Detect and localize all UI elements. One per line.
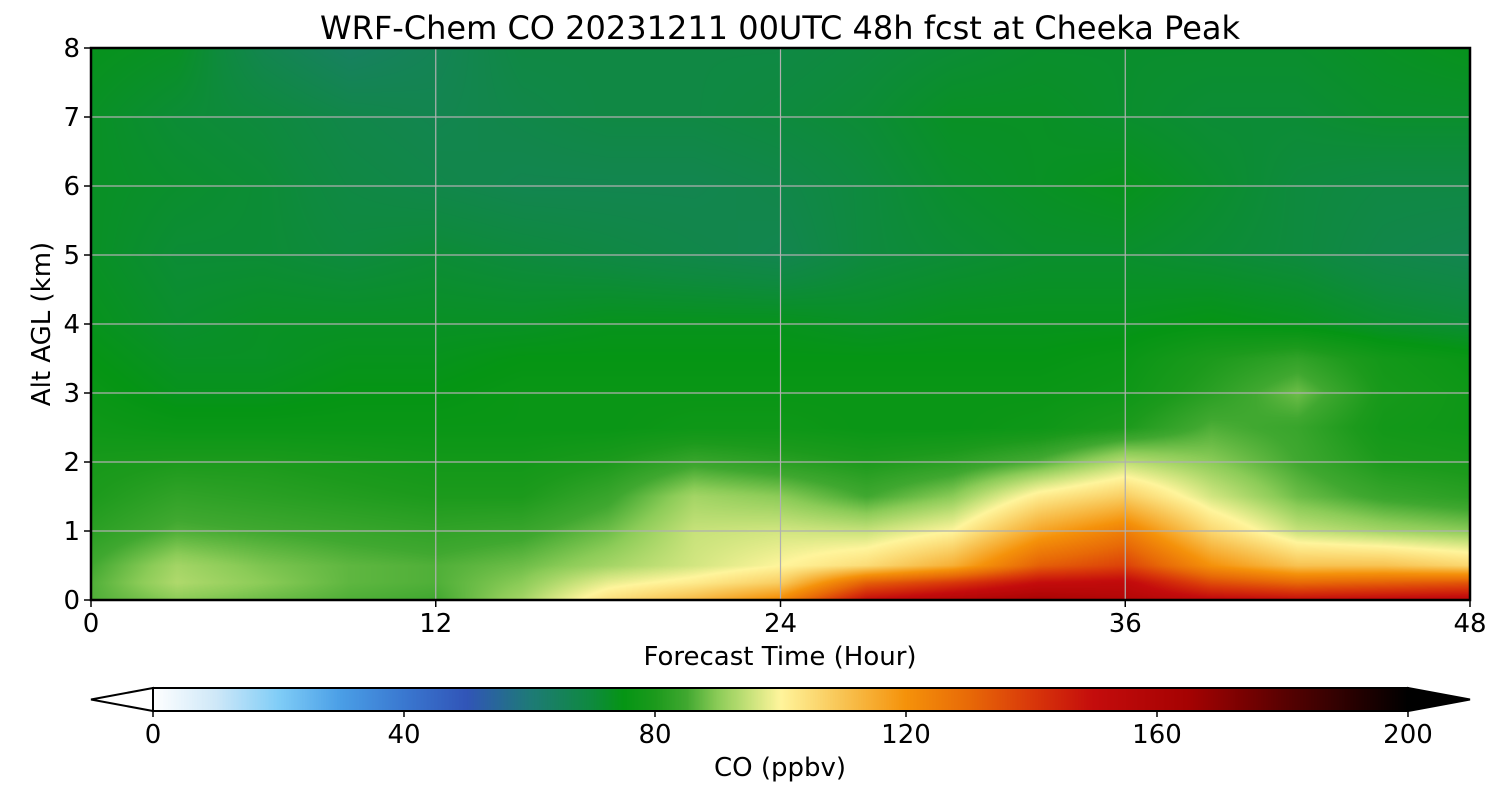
x-axis-label: Forecast Time (Hour): [643, 642, 916, 672]
y-axis-label: Alt AGL (km): [27, 242, 57, 406]
colorbar-ticks: 0 40 80 120 160 200: [145, 711, 1433, 750]
colorbar-tick-label: 120: [881, 720, 931, 750]
y-tick-label: 7: [63, 103, 80, 133]
colorbar-frame: [152, 687, 1409, 712]
y-tick-label: 1: [63, 517, 80, 547]
colorbar-tick-label: 80: [638, 720, 671, 750]
colorbar-extend-low: [90, 686, 154, 713]
y-tick-label: 5: [63, 241, 80, 271]
colorbar-extend-high: [1407, 686, 1471, 713]
x-tick-label: 48: [1453, 609, 1486, 639]
x-axis-ticks: 0 12 24 36 48: [83, 600, 1487, 639]
colorbar-tick-label: 200: [1383, 720, 1433, 750]
y-tick-label: 8: [63, 34, 80, 64]
x-tick-label: 12: [419, 609, 452, 639]
x-tick-label: 0: [83, 609, 100, 639]
colorbar-tick-label: 0: [145, 720, 162, 750]
colorbar-tick-label: 160: [1132, 720, 1182, 750]
y-tick-label: 6: [63, 172, 80, 202]
y-tick-label: 0: [63, 586, 80, 616]
x-tick-label: 24: [764, 609, 797, 639]
chart-title: WRF-Chem CO 20231211 00UTC 48h fcst at C…: [320, 9, 1241, 47]
y-tick-label: 2: [63, 448, 80, 478]
colorbar-label: CO (ppbv): [714, 753, 846, 783]
y-tick-label: 3: [63, 379, 80, 409]
x-tick-label: 36: [1109, 609, 1142, 639]
y-axis-ticks: 0 1 2 3 4 5 6 7 8: [63, 34, 91, 616]
y-tick-label: 4: [63, 310, 80, 340]
colorbar: 0 40 80 120 160 200 CO (ppbv): [90, 686, 1471, 783]
colorbar-gradient: [153, 688, 1408, 711]
colorbar-tick-label: 40: [387, 720, 420, 750]
plot-area: [89, 46, 1472, 602]
